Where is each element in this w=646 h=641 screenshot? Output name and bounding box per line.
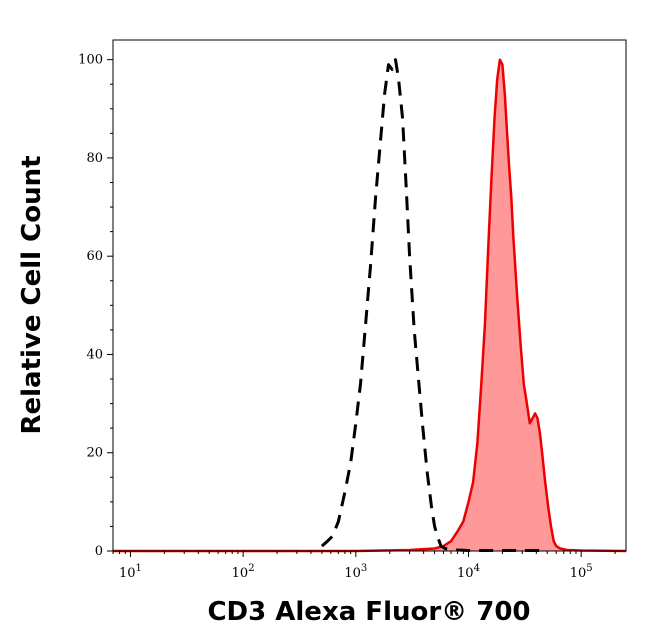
x-tick-label: 102 <box>232 563 255 581</box>
y-tick-label: 80 <box>86 151 103 166</box>
series-line-filled <box>113 58 627 553</box>
axes: 0 20 40 60 80 100 101 102 103 104 105 <box>78 53 616 581</box>
x-tick-label: 101 <box>119 563 142 581</box>
x-tick-label: 105 <box>570 563 593 581</box>
x-tick-label: 104 <box>457 563 480 581</box>
y-tick-label: 40 <box>86 347 103 362</box>
series-line-dashed <box>320 58 543 552</box>
y-tick-label: 100 <box>78 53 103 68</box>
plot-frame <box>112 39 627 552</box>
x-axis-title: CD3 Alexa Fluor® 700 <box>207 597 530 627</box>
series-fill <box>113 59 626 551</box>
y-tick-label: 20 <box>86 446 103 461</box>
y-tick-label: 60 <box>86 249 103 264</box>
y-tick-label: 0 <box>95 544 103 559</box>
plot-area <box>113 58 627 553</box>
x-tick-label: 103 <box>344 563 367 581</box>
y-axis-title: Relative Cell Count <box>17 155 47 434</box>
